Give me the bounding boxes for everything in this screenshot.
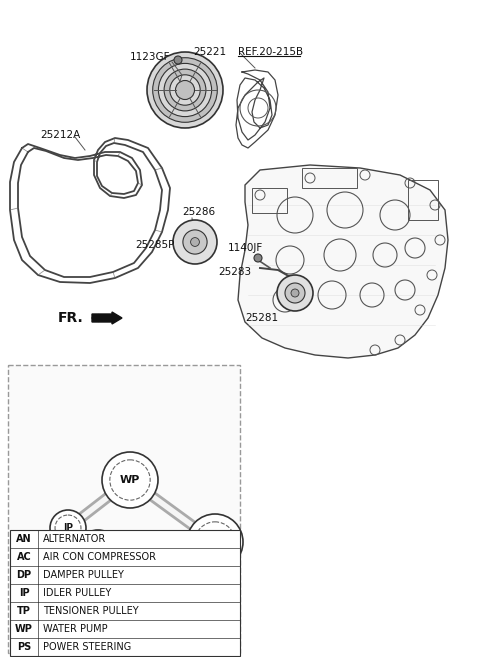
Text: WP: WP	[15, 624, 33, 634]
Text: DAMPER PULLEY: DAMPER PULLEY	[43, 570, 124, 580]
Circle shape	[183, 230, 207, 254]
Circle shape	[174, 56, 182, 64]
Text: WP: WP	[120, 475, 140, 485]
Text: 25281: 25281	[245, 313, 278, 323]
Circle shape	[285, 283, 305, 303]
Circle shape	[164, 69, 206, 111]
Text: WATER PUMP: WATER PUMP	[43, 624, 108, 634]
Text: IP: IP	[63, 524, 73, 533]
Circle shape	[291, 289, 299, 297]
Circle shape	[277, 275, 313, 311]
Text: 25283: 25283	[218, 267, 251, 277]
Text: REF.20-215B: REF.20-215B	[238, 47, 303, 57]
Text: AC: AC	[60, 590, 76, 600]
Bar	[252, 188, 287, 213]
Text: TP: TP	[92, 547, 105, 556]
Text: PS: PS	[17, 642, 31, 652]
Text: DP: DP	[132, 560, 149, 570]
Circle shape	[173, 220, 217, 264]
Text: 25212A: 25212A	[40, 130, 80, 140]
Circle shape	[254, 254, 262, 262]
FancyBboxPatch shape	[8, 365, 240, 653]
Text: IDLER PULLEY: IDLER PULLEY	[43, 588, 111, 598]
Text: AN: AN	[16, 534, 32, 544]
Text: 1123GF: 1123GF	[130, 52, 170, 62]
Text: DP: DP	[16, 570, 32, 580]
Circle shape	[147, 52, 223, 128]
Circle shape	[76, 530, 120, 574]
Text: TP: TP	[17, 606, 31, 616]
Circle shape	[110, 535, 170, 595]
FancyArrow shape	[92, 312, 122, 324]
Polygon shape	[238, 165, 448, 358]
Text: PS: PS	[207, 537, 223, 547]
Text: TENSIONER PULLEY: TENSIONER PULLEY	[43, 606, 139, 616]
Text: IP: IP	[19, 588, 29, 598]
Circle shape	[153, 58, 217, 122]
Text: ALTERNATOR: ALTERNATOR	[43, 534, 106, 544]
Circle shape	[176, 81, 194, 99]
Text: 25286: 25286	[182, 207, 215, 217]
Text: FR.: FR.	[58, 311, 84, 325]
Circle shape	[158, 63, 212, 116]
Bar	[408, 180, 438, 220]
Text: AN: AN	[31, 543, 45, 553]
Circle shape	[50, 510, 86, 546]
Circle shape	[187, 514, 243, 570]
Circle shape	[102, 452, 158, 508]
Bar	[10, 530, 240, 656]
Text: 25221: 25221	[193, 47, 226, 57]
Circle shape	[40, 567, 96, 623]
Text: AIR CON COMPRESSOR: AIR CON COMPRESSOR	[43, 552, 156, 562]
Circle shape	[191, 238, 199, 246]
Text: POWER STEERING: POWER STEERING	[43, 642, 131, 652]
Text: AC: AC	[17, 552, 31, 562]
Circle shape	[22, 532, 54, 564]
Text: 25285P: 25285P	[135, 240, 174, 250]
Circle shape	[170, 75, 200, 105]
Text: 1140JF: 1140JF	[228, 243, 263, 253]
Bar	[302, 168, 357, 188]
